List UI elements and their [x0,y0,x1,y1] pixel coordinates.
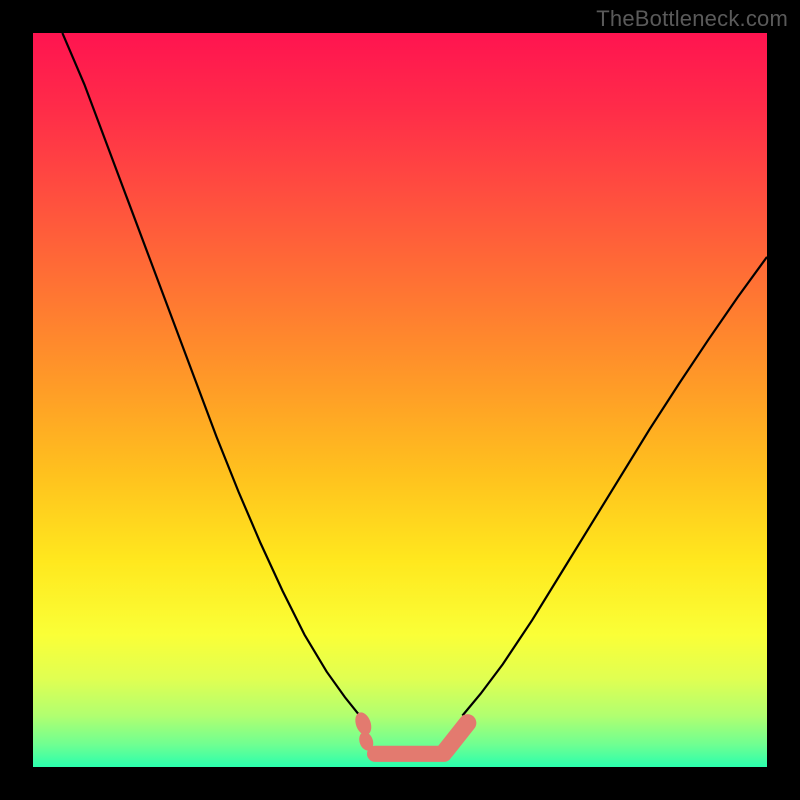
curve-left [62,33,359,716]
chart-container: TheBottleneck.com [0,0,800,800]
curve-right [462,257,767,716]
valley-marker [446,723,468,751]
plot-area [33,33,767,767]
watermark-text: TheBottleneck.com [596,6,788,32]
curves-layer [33,33,767,767]
